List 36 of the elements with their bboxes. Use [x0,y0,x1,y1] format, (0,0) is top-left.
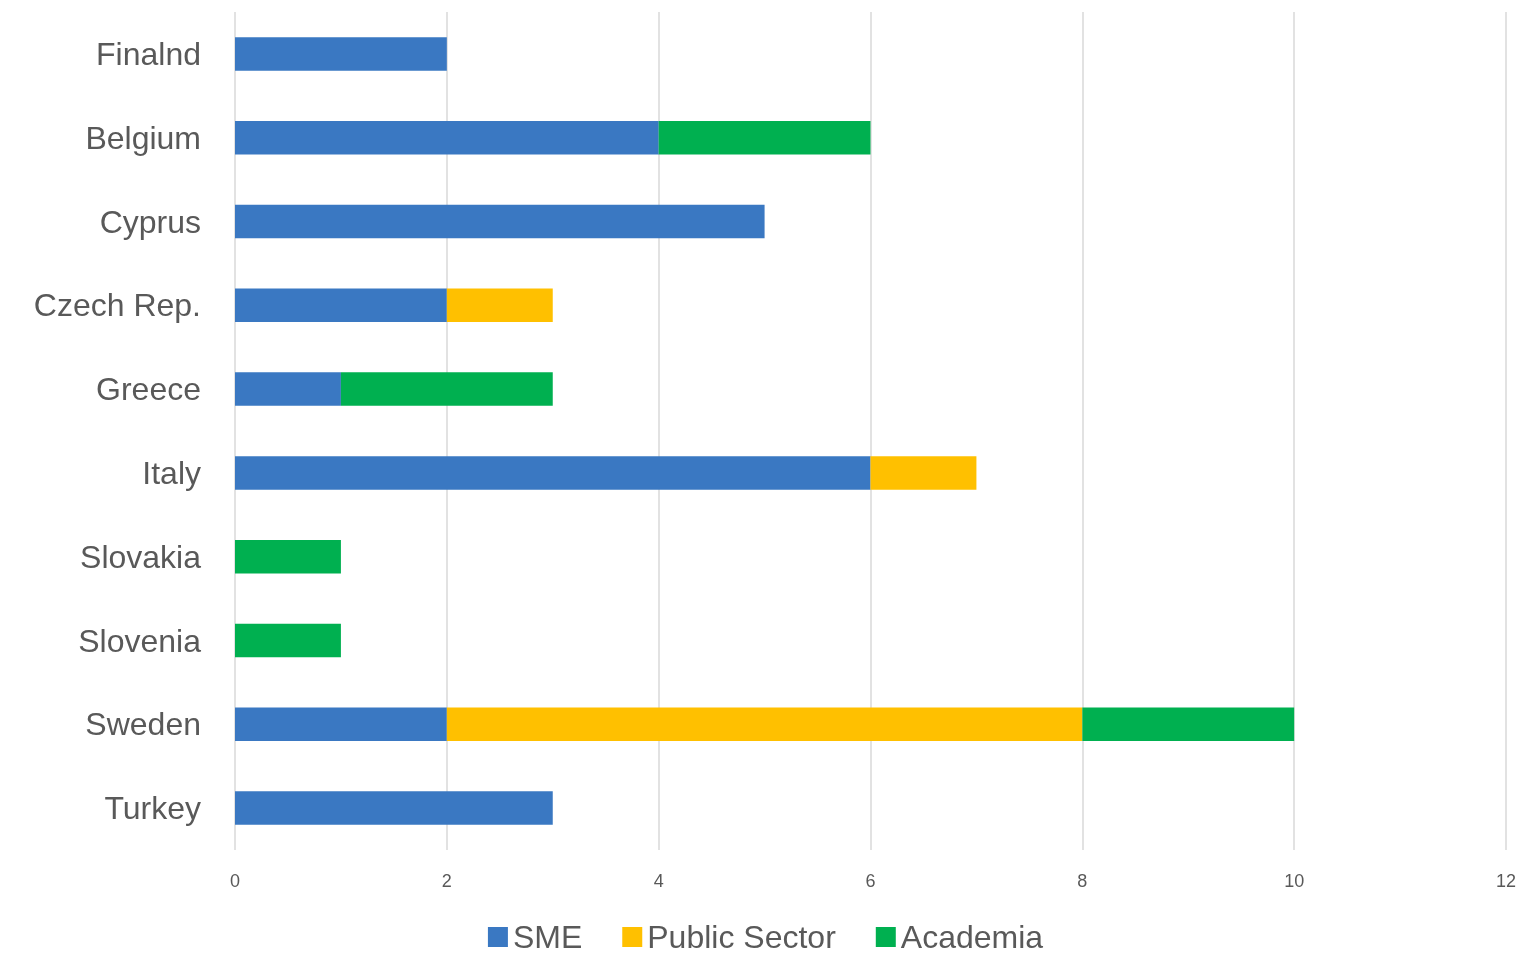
y-tick-label: Sweden [85,706,201,743]
bar [235,37,447,71]
y-tick-label: Slovenia [78,622,202,659]
y-tick-label: Slovakia [80,538,202,575]
y-tick-label: Czech Rep. [33,287,201,324]
y-tick-label: Turkey [104,790,201,827]
y-tick-label: Greece [96,371,201,408]
bar [235,539,341,574]
bar [235,623,341,658]
bar [235,288,447,323]
bar [658,120,871,155]
y-tick-label: Belgium [85,119,201,156]
legend-label: Academia [900,919,1044,955]
bar [1082,707,1295,742]
bar [235,372,341,406]
y-tick-label: Finalnd [96,35,201,72]
x-tick-label: 0 [229,871,241,891]
legend-label: Public Sector [647,919,837,955]
bar [235,204,765,239]
y-tick-label: Cyprus [99,203,201,240]
x-tick-label: 4 [653,871,664,891]
bar [446,288,553,323]
x-tick-label: 8 [1077,871,1088,891]
bar [235,456,871,490]
bar [235,791,553,825]
bar [340,372,553,406]
legend-label: SME [512,919,583,955]
bar [235,120,659,155]
x-tick-label: 2 [441,871,452,891]
bar [446,707,1083,742]
bar [870,456,977,490]
x-tick-label: 12 [1495,871,1517,891]
x-tick-label: 6 [865,871,876,891]
y-tick-label: Italy [142,454,201,491]
bar [235,707,447,742]
x-tick-label: 10 [1284,871,1305,891]
